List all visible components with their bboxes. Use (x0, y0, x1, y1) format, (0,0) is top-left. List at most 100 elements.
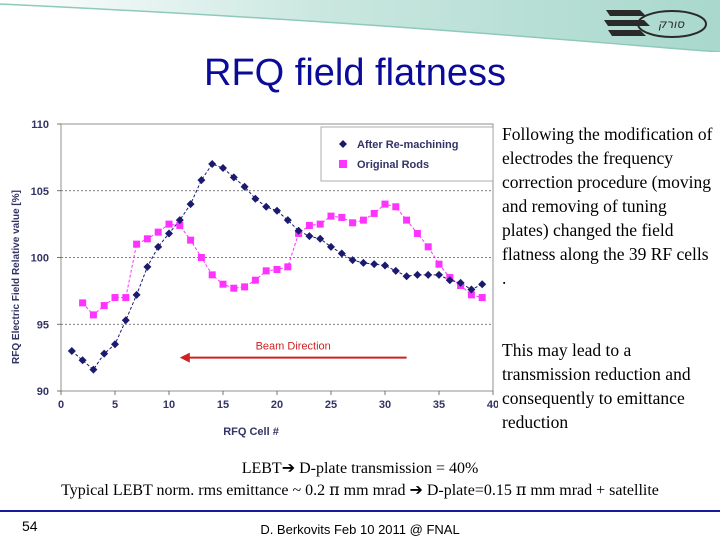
data-point-original (403, 216, 411, 224)
field-flatness-chart: 0 5 10 15 20 25 30 35 40 90 95 100 105 110 After Re-m… (6, 117, 499, 440)
data-point-original (359, 216, 367, 224)
data-point-after (262, 202, 271, 211)
data-point-original (284, 263, 292, 271)
data-point-after (467, 285, 476, 294)
legend-box (320, 126, 494, 182)
arrow-icon: ➔ (409, 480, 423, 499)
data-point-original (241, 283, 249, 291)
data-point-after (208, 160, 217, 169)
series-line-after (71, 163, 483, 371)
logo-icon: סורק (604, 10, 707, 38)
beam-direction-annotation: Beam Direction (179, 341, 407, 363)
data-layer (67, 160, 487, 374)
data-point-original (230, 284, 238, 292)
side-text-transmission: This may lead to a transmission reductio… (502, 340, 691, 432)
data-point-after (402, 272, 411, 281)
data-point-original (89, 311, 97, 319)
data-point-original (187, 236, 195, 244)
data-point-original (338, 213, 346, 221)
data-point-after (370, 260, 379, 269)
data-point-after (294, 226, 303, 235)
data-point-after (240, 182, 249, 191)
data-point-after (305, 232, 314, 241)
x-axis-title: RFQ Cell # (223, 426, 279, 438)
legend-marker-original (339, 160, 347, 168)
legend-label-original: Original Rods (357, 159, 429, 171)
x-tick-label: 10 (163, 399, 175, 411)
y-axis-title: RFQ Electric Field Relative value [%] (11, 190, 22, 364)
soreq-logo: סורק (600, 4, 712, 44)
y-tick-label: 90 (37, 386, 49, 398)
data-point-after (219, 164, 227, 173)
y-tick-label: 95 (37, 319, 49, 331)
x-tick-label: 0 (58, 399, 64, 411)
data-point-original (208, 271, 216, 279)
data-point-after (175, 216, 184, 225)
arrow-head-icon (179, 352, 190, 363)
data-point-after (229, 173, 238, 182)
x-tick-label: 35 (433, 399, 445, 411)
data-point-original (165, 220, 173, 228)
data-point-after (78, 356, 87, 365)
data-point-original (219, 280, 227, 288)
grid-layer (61, 190, 493, 325)
data-point-after (154, 242, 163, 251)
data-point-original (176, 221, 184, 229)
data-point-original (122, 294, 130, 302)
data-point-after (143, 262, 152, 271)
data-point-after (283, 216, 292, 225)
data-point-original (467, 291, 475, 299)
axis-layer: 0 5 10 15 20 25 30 35 40 90 95 100 105 110 (31, 119, 499, 411)
data-point-after (165, 229, 173, 238)
data-point-original (316, 220, 324, 228)
x-tick-label: 15 (217, 399, 229, 411)
data-point-after (359, 258, 368, 267)
data-point-original (381, 200, 389, 208)
data-point-after (111, 340, 119, 349)
data-point-after (100, 349, 109, 358)
lebt-label: LEBT (241, 460, 282, 477)
chart-svg: 0 5 10 15 20 25 30 35 40 90 95 100 105 110 After Re-m… (6, 117, 499, 440)
data-point-original (424, 243, 432, 251)
data-point-original (197, 254, 205, 261)
data-point-after (316, 234, 325, 243)
data-point-after (478, 280, 487, 289)
lebt-transmission-line: LEBT➔ D-plate transmission = 40% (0, 457, 720, 480)
data-point-original (435, 260, 443, 268)
side-text-field-flatness: Following the modification of electrodes… (502, 124, 713, 288)
data-point-original (413, 229, 421, 237)
data-point-after (197, 176, 206, 185)
data-point-after (89, 365, 98, 374)
data-point-original (154, 228, 162, 236)
data-point-original (262, 267, 270, 275)
data-point-original (100, 302, 108, 310)
transmission-text: D-plate transmission = 40% (295, 460, 479, 477)
data-point-after (327, 242, 335, 251)
data-point-after (391, 266, 400, 275)
emittance-pre: Typical LEBT norm. rms emittance ~ 0.2 (61, 482, 330, 499)
pi-symbol: π (515, 480, 527, 499)
data-point-original (327, 212, 335, 220)
data-point-after (186, 200, 195, 209)
x-tick-label: 20 (271, 399, 283, 411)
y-tick-label: 110 (31, 119, 49, 131)
footer-credit: D. Berkovits Feb 10 2011 @ FNAL (260, 522, 460, 537)
data-point-after (381, 261, 389, 270)
data-point-after (413, 270, 422, 279)
data-point-original (79, 299, 87, 307)
data-point-after (132, 290, 141, 299)
emittance-end: mm mrad + satellite (526, 482, 659, 499)
x-tick-label: 40 (487, 399, 498, 411)
emittance-line: Typical LEBT norm. rms emittance ~ 0.2 π… (0, 479, 720, 502)
data-point-after (251, 194, 260, 203)
emittance-mid: mm mrad (339, 482, 410, 499)
data-point-original (111, 294, 119, 302)
legend: After Re-machining Original Rods (320, 126, 494, 182)
data-point-original (370, 209, 378, 217)
legend-label-after: After Re-machining (357, 139, 458, 151)
data-point-after (424, 270, 433, 279)
pi-symbol: π (329, 480, 340, 499)
data-point-original (349, 219, 357, 227)
logo-text: סורק (658, 17, 686, 31)
data-point-original (273, 266, 281, 274)
